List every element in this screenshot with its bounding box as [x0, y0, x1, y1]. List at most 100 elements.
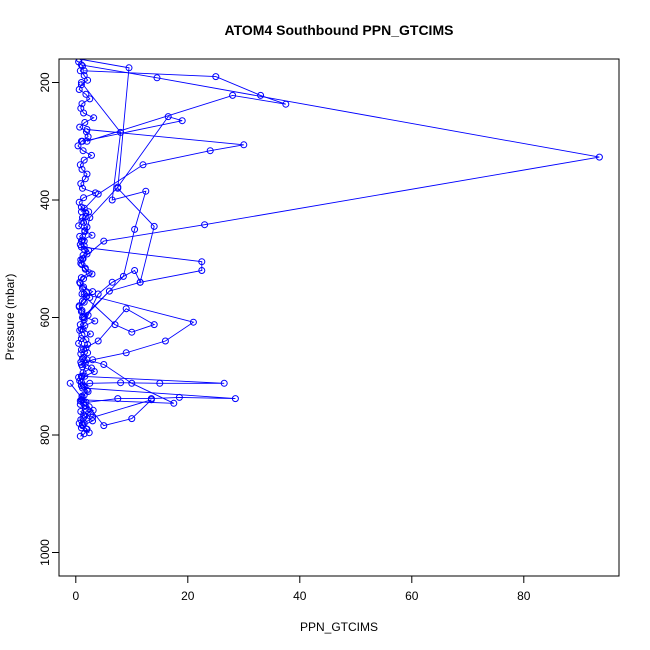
data-point — [75, 59, 83, 63]
data-point — [212, 73, 220, 81]
data-point — [80, 290, 88, 298]
data-point — [88, 151, 95, 159]
data-point — [595, 153, 603, 161]
data-point — [81, 175, 89, 183]
data-point — [66, 379, 74, 387]
data-point — [83, 356, 91, 364]
data-point — [77, 79, 85, 86]
x-tick-label: 80 — [517, 589, 531, 603]
data-point — [178, 117, 186, 125]
data-point — [76, 232, 84, 240]
data-point — [150, 321, 158, 329]
data-point — [80, 67, 88, 75]
data-point — [100, 422, 108, 430]
data-point — [88, 270, 96, 278]
data-point — [80, 419, 88, 427]
data-point — [80, 298, 88, 306]
data-point — [83, 170, 91, 178]
data-point — [198, 267, 206, 274]
data-point — [131, 267, 139, 274]
series-line — [81, 129, 244, 213]
data-point — [94, 290, 102, 298]
x-axis: 0 20 40 60 80 — [72, 576, 531, 603]
data-point — [80, 275, 88, 283]
data-point — [77, 259, 85, 267]
data-point — [94, 337, 102, 345]
data-point — [80, 218, 88, 226]
data-point — [82, 213, 90, 220]
data-point — [88, 231, 96, 239]
data-point — [229, 91, 237, 99]
data-point — [86, 214, 94, 222]
data-point — [156, 379, 164, 387]
data-point — [80, 237, 88, 245]
data-point — [80, 314, 88, 321]
chart-title: ATOM4 Southbound PPN_GTCIMS — [225, 22, 454, 38]
data-point — [76, 161, 84, 169]
data-point — [198, 258, 206, 266]
data-point — [77, 61, 85, 69]
data-point — [78, 290, 86, 298]
data-point — [74, 142, 82, 150]
data-point — [164, 113, 172, 121]
data-point — [257, 91, 265, 99]
x-tick-label: 20 — [181, 589, 195, 603]
data-point — [147, 396, 155, 404]
data-point — [77, 243, 85, 251]
data-point — [175, 393, 183, 401]
data-point — [82, 209, 90, 217]
x-tick-label: 40 — [293, 589, 307, 603]
data-point — [79, 137, 86, 145]
data-point — [77, 180, 85, 188]
data-point — [189, 318, 197, 326]
data-point — [79, 255, 86, 263]
series-10 — [77, 356, 178, 407]
data-point — [75, 303, 83, 311]
series-line — [81, 293, 156, 351]
data-point — [85, 403, 93, 411]
series-line — [84, 70, 286, 142]
data-point — [122, 349, 130, 357]
data-point — [86, 294, 94, 301]
data-point — [220, 379, 228, 387]
data-point — [79, 147, 87, 155]
series-line — [81, 82, 147, 318]
data-point — [80, 72, 88, 79]
x-tick-label: 0 — [72, 589, 79, 603]
data-point — [78, 372, 86, 380]
y-tick-label: 600 — [38, 307, 52, 327]
x-tick-label: 60 — [405, 589, 419, 603]
data-point — [77, 325, 85, 333]
y-tick-label: 200 — [38, 72, 52, 92]
data-point — [76, 326, 84, 334]
series-line — [79, 59, 155, 330]
series-line — [69, 383, 152, 427]
series-4 — [77, 126, 248, 216]
y-tick-label: 1000 — [38, 539, 52, 566]
y-tick-label: 800 — [38, 425, 52, 445]
data-point — [114, 184, 122, 192]
data-point — [80, 194, 88, 202]
data-point — [150, 222, 158, 230]
data-point — [76, 279, 84, 287]
data-point — [75, 86, 83, 93]
data-point — [84, 133, 92, 141]
data-point — [240, 141, 248, 149]
data-point — [206, 147, 214, 155]
data-point — [81, 412, 89, 420]
data-point — [80, 156, 88, 164]
data-point — [122, 305, 130, 313]
data-point — [86, 95, 94, 103]
data-point — [76, 123, 84, 131]
data-point — [75, 339, 83, 347]
data-point — [117, 379, 125, 387]
y-axis: 200 400 600 800 1000 — [38, 72, 59, 566]
series-2 — [77, 61, 603, 263]
data-point — [77, 346, 85, 354]
data-point — [89, 406, 97, 414]
data-point — [201, 221, 209, 229]
data-point — [142, 187, 150, 195]
data-point — [117, 128, 125, 136]
